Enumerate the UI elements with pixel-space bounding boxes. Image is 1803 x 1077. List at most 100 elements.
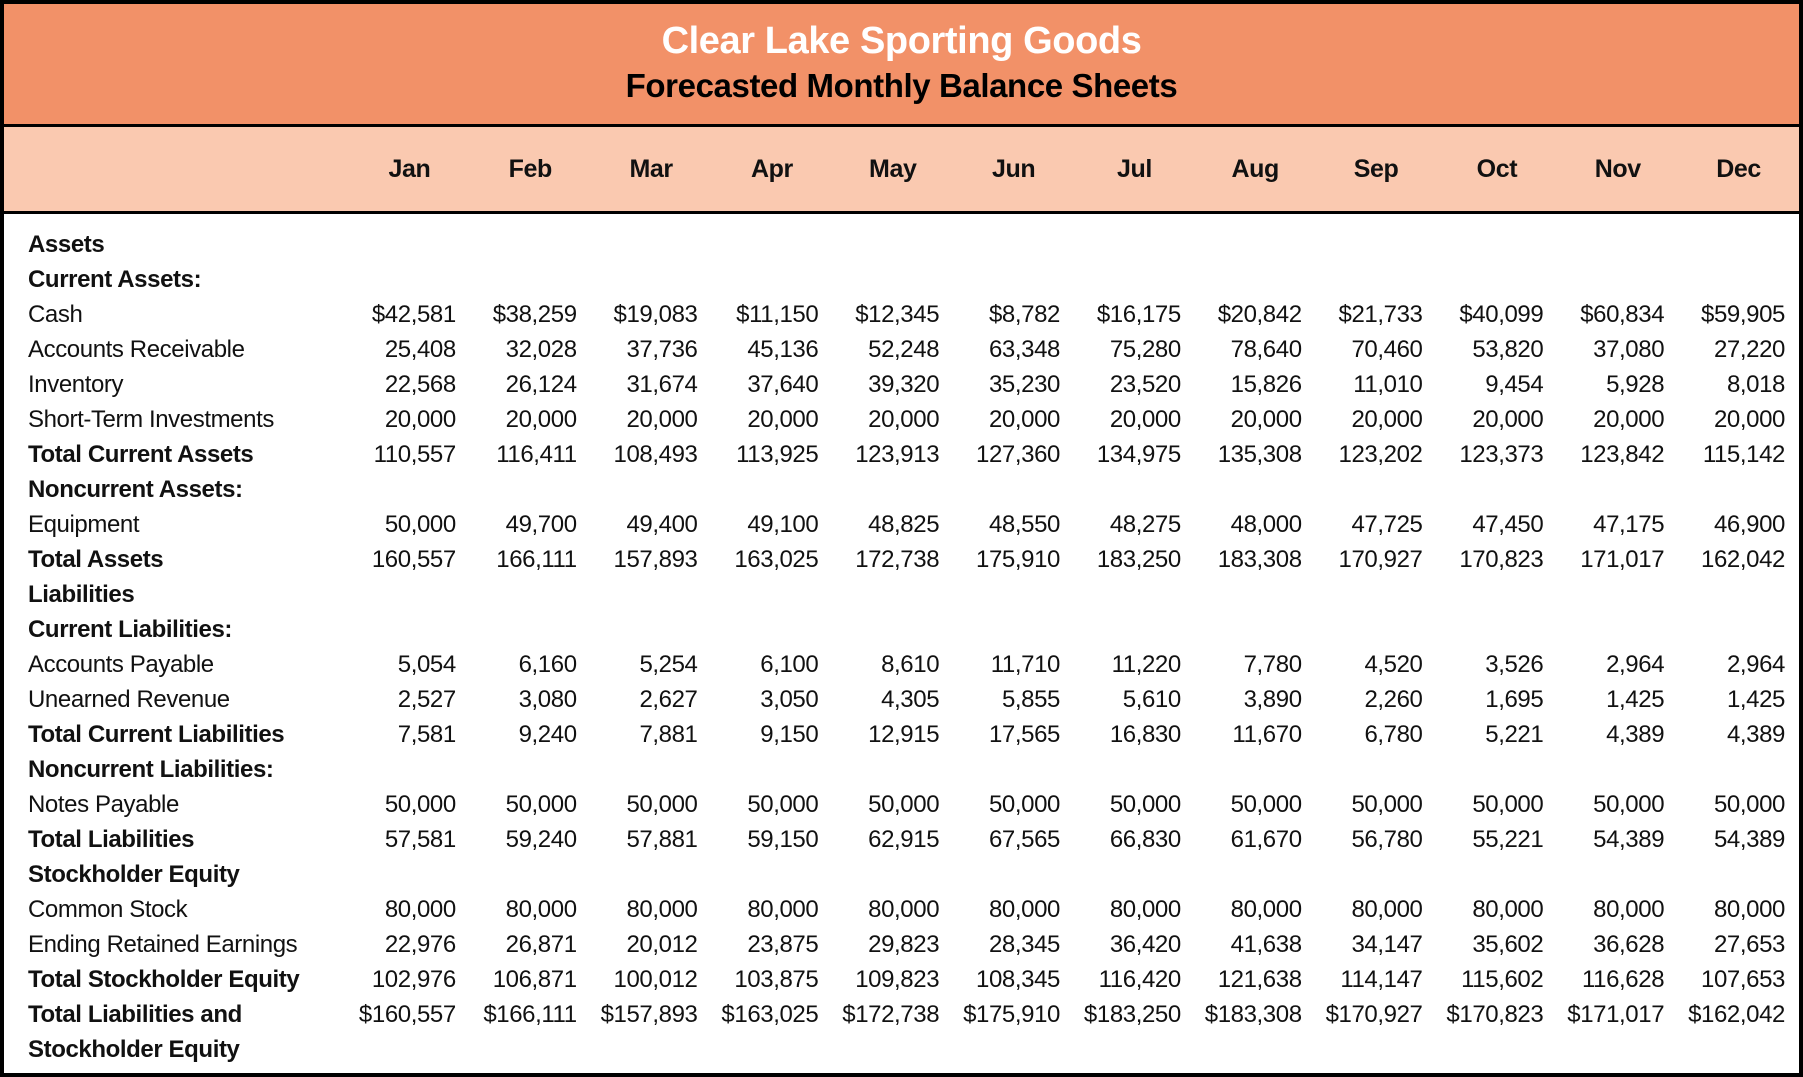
cell-value: 2,627 xyxy=(639,686,698,713)
cell-value: 3,080 xyxy=(518,686,577,713)
cell-value xyxy=(832,857,953,892)
cell-value xyxy=(953,612,1074,647)
cell-value: 59,150 xyxy=(747,826,819,853)
cell-value: 50,000 xyxy=(1351,791,1423,818)
cell-value xyxy=(470,472,591,507)
month-header: Jul xyxy=(1116,154,1152,183)
cell-value: 70,460 xyxy=(1351,336,1423,363)
cell-value: 26,124 xyxy=(505,371,577,398)
row-label: Accounts Payable xyxy=(4,647,349,682)
cell-value xyxy=(1678,612,1799,647)
cell-value: $8,782 xyxy=(988,301,1060,328)
table-row: Assets xyxy=(4,227,1799,262)
cell-value: 48,275 xyxy=(1109,511,1181,538)
cell-value xyxy=(953,227,1074,262)
cell-value xyxy=(1074,857,1195,892)
table-row: Current Liabilities: xyxy=(4,612,1799,647)
row-label: Total Stockholder Equity xyxy=(4,962,349,997)
cell-value: 160,557 xyxy=(371,546,456,573)
cell-value: 15,826 xyxy=(1230,371,1302,398)
row-label-line: Stockholder Equity xyxy=(28,1036,240,1063)
cell-value: 4,520 xyxy=(1364,651,1423,678)
cell-value: 20,000 xyxy=(1713,406,1785,433)
cell-value xyxy=(712,472,833,507)
cell-value: 175,910 xyxy=(976,546,1060,573)
cell-value: 46,900 xyxy=(1713,511,1785,538)
cell-value: 20,012 xyxy=(626,931,698,958)
cell-value: $171,017 xyxy=(1567,1001,1665,1028)
cell-value: $157,893 xyxy=(600,1001,698,1028)
cell-value: 50,000 xyxy=(747,791,819,818)
cell-value: 47,725 xyxy=(1351,511,1423,538)
cell-value: 75,280 xyxy=(1109,336,1181,363)
cell-value: 36,628 xyxy=(1593,931,1665,958)
cell-value: 172,738 xyxy=(855,546,940,573)
cell-value: 11,220 xyxy=(1111,651,1182,678)
cell-value: 47,175 xyxy=(1593,511,1665,538)
cell-value xyxy=(1316,857,1437,892)
cell-value xyxy=(1557,227,1678,262)
cell-value xyxy=(1437,262,1558,297)
table-row: Unearned Revenue 2,527 3,080 2,627 3,050 4,30… xyxy=(4,682,1799,717)
cell-value: 49,100 xyxy=(747,511,819,538)
row-label: Total Current Assets xyxy=(4,437,349,472)
table-row: Liabilities xyxy=(4,577,1799,612)
cell-value: 50,000 xyxy=(988,791,1060,818)
cell-value: 52,248 xyxy=(868,336,940,363)
cell-value: 34,147 xyxy=(1351,931,1423,958)
cell-value xyxy=(1557,857,1678,892)
cell-value: 4,305 xyxy=(881,686,940,713)
cell-value: $20,842 xyxy=(1217,301,1302,328)
cell-value xyxy=(1437,612,1558,647)
cell-value: 1,425 xyxy=(1606,686,1665,713)
cell-value xyxy=(1678,577,1799,612)
cell-value xyxy=(349,857,470,892)
cell-value: 12,915 xyxy=(868,721,940,748)
cell-value: 80,000 xyxy=(1230,896,1302,923)
cell-value: 80,000 xyxy=(988,896,1060,923)
cell-value xyxy=(953,472,1074,507)
cell-value: 110,557 xyxy=(373,441,457,468)
cell-value: 80,000 xyxy=(1472,896,1544,923)
cell-value: $183,250 xyxy=(1083,1001,1181,1028)
cell-value: 35,230 xyxy=(988,371,1060,398)
cell-value: 171,017 xyxy=(1580,546,1665,573)
table-row: Cash $42,581 $38,259 $19,083 $11,150 $12,345 $… xyxy=(4,297,1799,332)
cell-value: 134,975 xyxy=(1096,441,1181,468)
row-label: Short-Term Investments xyxy=(4,402,349,437)
cell-value: 27,653 xyxy=(1713,931,1785,958)
table-row: Total Current Liabilities 7,581 9,240 7,881… xyxy=(4,717,1799,752)
cell-value xyxy=(712,857,833,892)
row-label: Equipment xyxy=(4,507,349,542)
cell-value xyxy=(1195,752,1316,787)
cell-value: 50,000 xyxy=(1472,791,1544,818)
cell-value: $166,111 xyxy=(483,1001,577,1028)
table-row: Total Liabilities and Stockholder Equity $… xyxy=(4,997,1799,1067)
table-row: Inventory 22,568 26,124 31,674 37,640 39,320 3… xyxy=(4,367,1799,402)
cell-value xyxy=(1557,577,1678,612)
cell-value: 25,408 xyxy=(384,336,456,363)
cell-value: 2,527 xyxy=(397,686,456,713)
cell-value: 67,565 xyxy=(988,826,1060,853)
cell-value: 123,202 xyxy=(1338,441,1423,468)
row-label-line: Noncurrent Assets: xyxy=(28,476,243,503)
cell-value: $60,834 xyxy=(1580,301,1665,328)
cell-value xyxy=(1195,577,1316,612)
table-row: Total Stockholder Equity 102,976 106,871 10… xyxy=(4,962,1799,997)
cell-value: 55,221 xyxy=(1472,826,1544,853)
table-row: Current Assets: xyxy=(4,262,1799,297)
cell-value xyxy=(470,227,591,262)
cell-value xyxy=(591,472,712,507)
cell-value: 23,875 xyxy=(747,931,819,958)
cell-value: 37,640 xyxy=(747,371,819,398)
cell-value xyxy=(712,262,833,297)
row-label-line: Total Assets xyxy=(28,546,164,573)
row-label: Common Stock xyxy=(4,892,349,927)
row-label-line: Total Current Liabilities xyxy=(28,721,285,748)
row-label: Ending Retained Earnings xyxy=(4,927,349,962)
cell-value xyxy=(591,227,712,262)
cell-value: 20,000 xyxy=(1230,406,1302,433)
cell-value: 45,136 xyxy=(747,336,819,363)
cell-value: 20,000 xyxy=(384,406,456,433)
